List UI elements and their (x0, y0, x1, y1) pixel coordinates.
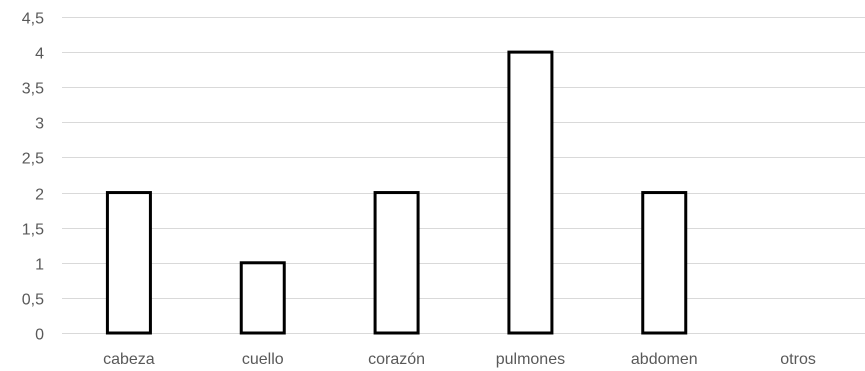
gridlines (62, 17, 865, 334)
y-tick-label: 2 (35, 187, 44, 204)
y-tick-label: 4 (35, 46, 44, 63)
bar-0 (105, 191, 152, 335)
y-tick-label: 2,5 (22, 151, 44, 168)
bar-3 (507, 50, 554, 335)
x-tick-label: cabeza (103, 351, 155, 368)
bar-4 (641, 191, 688, 335)
y-tick-label: 3,5 (22, 81, 44, 98)
y-tick-label: 3 (35, 116, 44, 133)
y-axis-tick-labels: 0 0,5 1 1,5 2 2,5 3 3,5 4 4,5 (22, 11, 44, 344)
y-tick-label: 1,5 (22, 222, 44, 239)
x-tick-label: corazón (368, 351, 425, 368)
x-tick-label: abdomen (631, 351, 698, 368)
bar-1 (239, 261, 286, 335)
bar-2 (373, 191, 420, 335)
x-axis-tick-labels: cabeza cuello corazón pulmones abdomen otros (103, 351, 816, 368)
x-tick-label: pulmones (496, 351, 565, 368)
y-tick-label: 1 (35, 257, 44, 274)
bars (105, 50, 688, 335)
y-tick-label: 4,5 (22, 11, 44, 28)
x-tick-label: otros (780, 351, 816, 368)
y-tick-label: 0 (35, 327, 44, 344)
x-tick-label: cuello (242, 351, 284, 368)
y-tick-label: 0,5 (22, 292, 44, 309)
